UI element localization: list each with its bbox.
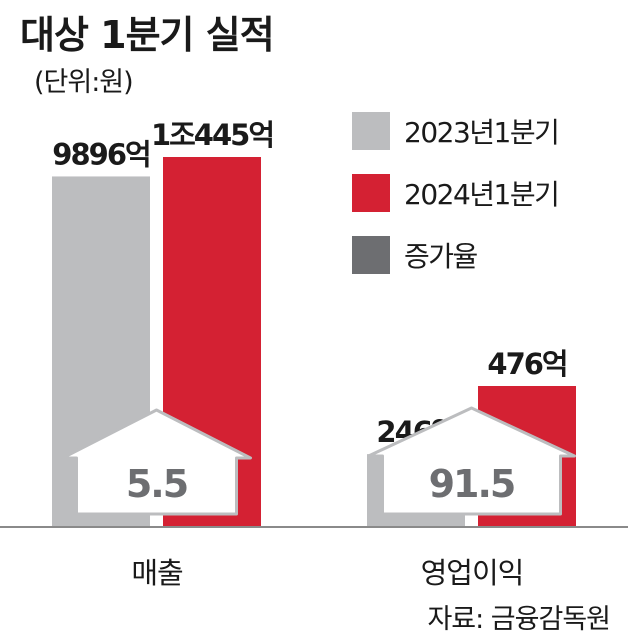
growth-arrow-operating-profit (367, 406, 576, 516)
chart-title: 대상 1분기 실적 (20, 13, 275, 57)
category-label-operating-profit: 영업이익 (420, 556, 525, 590)
legend: 2023년1분기 2024년1분기 증가율 (352, 100, 560, 286)
data-label-sales-2023: 9896억 (52, 137, 149, 171)
legend-item-2023: 2023년1분기 (352, 100, 560, 162)
legend-swatch-2024 (352, 174, 390, 212)
legend-label-2023: 2023년1분기 (404, 116, 560, 149)
legend-item-2024: 2024년1분기 (352, 162, 560, 224)
legend-swatch-growth (352, 236, 390, 274)
category-label-sales: 매출 (131, 556, 183, 590)
legend-swatch-2023 (352, 112, 390, 150)
legend-label-2024: 2024년1분기 (404, 178, 560, 211)
growth-rate-label-sales: 5.5 (126, 462, 187, 506)
growth-rate-label-operating-profit: 91.5 (429, 462, 515, 506)
source-note: 자료: 금융감독원 (427, 604, 611, 635)
unit-label: (단위:원) (34, 67, 134, 98)
legend-label-growth: 증가율 (404, 240, 478, 273)
data-label-operating-profit-2024: 476억 (487, 347, 566, 381)
legend-item-growth: 증가율 (352, 224, 558, 286)
data-label-sales-2024: 1조445억 (151, 118, 273, 152)
growth-arrow-sales (61, 408, 252, 516)
